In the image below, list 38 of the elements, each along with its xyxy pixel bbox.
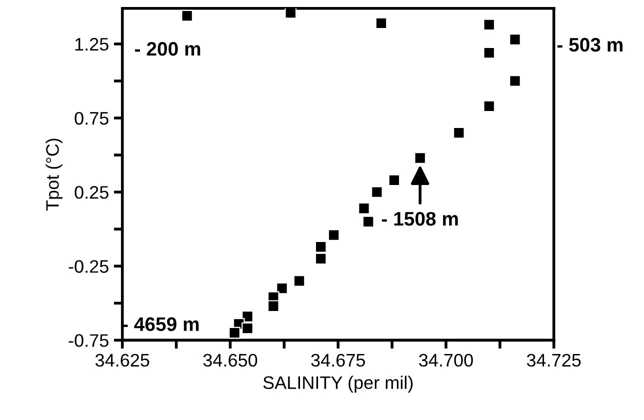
point — [483, 18, 496, 31]
point — [483, 46, 496, 59]
y-tick-label: 0.25 — [74, 186, 108, 199]
point — [242, 322, 254, 334]
point — [284, 8, 297, 19]
point — [328, 229, 340, 241]
y-tick-label: 0.75 — [74, 112, 108, 125]
x-tick-label: 34.725 — [526, 354, 581, 367]
point — [414, 152, 426, 164]
y-axis-title: Tpot (°C) — [46, 138, 62, 211]
point — [358, 202, 370, 214]
point — [388, 174, 400, 186]
y-tick-label: -0.25 — [68, 260, 108, 273]
x-tick-label: 34.675 — [311, 354, 365, 367]
annotation: - 1508 m — [382, 212, 458, 226]
point — [375, 17, 388, 30]
point — [509, 75, 521, 87]
x-tick-label: 34.650 — [203, 354, 258, 367]
point — [483, 100, 496, 112]
point — [228, 326, 240, 339]
point — [314, 252, 327, 265]
point — [314, 240, 327, 253]
x-tick-label: 34.700 — [419, 354, 473, 367]
annotation: - 503 m — [557, 38, 622, 52]
point — [371, 186, 383, 198]
point — [181, 10, 194, 22]
x-tick-label: 34.625 — [95, 354, 150, 367]
y-tick-label: -0.75 — [68, 334, 108, 347]
point — [276, 282, 288, 294]
point — [242, 310, 254, 322]
point — [509, 34, 521, 46]
point — [452, 126, 465, 139]
point — [293, 275, 306, 287]
point — [267, 300, 280, 312]
annotation: - 200 m — [135, 42, 200, 56]
y-tick-label: 1.25 — [75, 38, 108, 51]
point — [362, 216, 374, 228]
x-axis-title: SALINITY (per mil) — [263, 376, 413, 393]
